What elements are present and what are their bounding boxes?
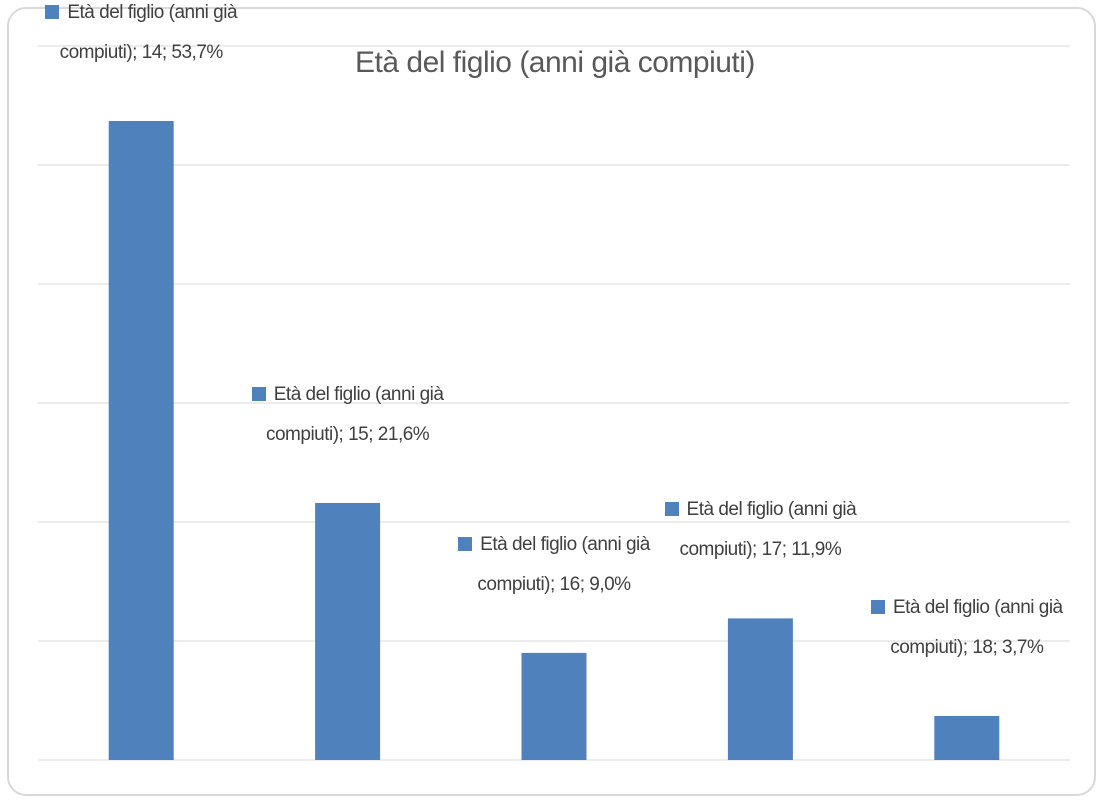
data-label: Età del figlio (anni già compiuti); 16; … — [477, 533, 650, 595]
data-label: Età del figlio (anni già compiuti); 17; … — [679, 499, 857, 561]
data-label-box: Età del figlio (anni già compiuti); 18; … — [852, 588, 1082, 668]
data-label-box: Età del figlio (anni già compiuti); 16; … — [439, 525, 669, 605]
label-key — [45, 4, 60, 19]
label-key — [251, 386, 266, 401]
bar — [315, 502, 381, 760]
chart-title: Età del figlio (anni già compiuti) — [355, 46, 755, 79]
data-label-box: Età del figlio (anni già compiuti); 17; … — [645, 490, 875, 570]
label-key — [664, 502, 679, 517]
data-label-box: Età del figlio (anni già compiuti); 14; … — [26, 0, 256, 73]
label-key — [870, 599, 885, 614]
bar — [727, 618, 793, 760]
bar — [108, 120, 174, 761]
bar — [521, 652, 587, 760]
chart-frame — [7, 7, 1096, 796]
data-label: Età del figlio (anni già compiuti); 18; … — [890, 596, 1063, 658]
data-label-box: Età del figlio (anni già compiuti); 15; … — [233, 375, 463, 455]
bar — [934, 715, 1000, 760]
data-label: Età del figlio (anni già compiuti); 15; … — [265, 383, 444, 445]
label-key — [458, 536, 473, 551]
data-label: Età del figlio (anni già compiuti); 14; … — [59, 1, 238, 63]
